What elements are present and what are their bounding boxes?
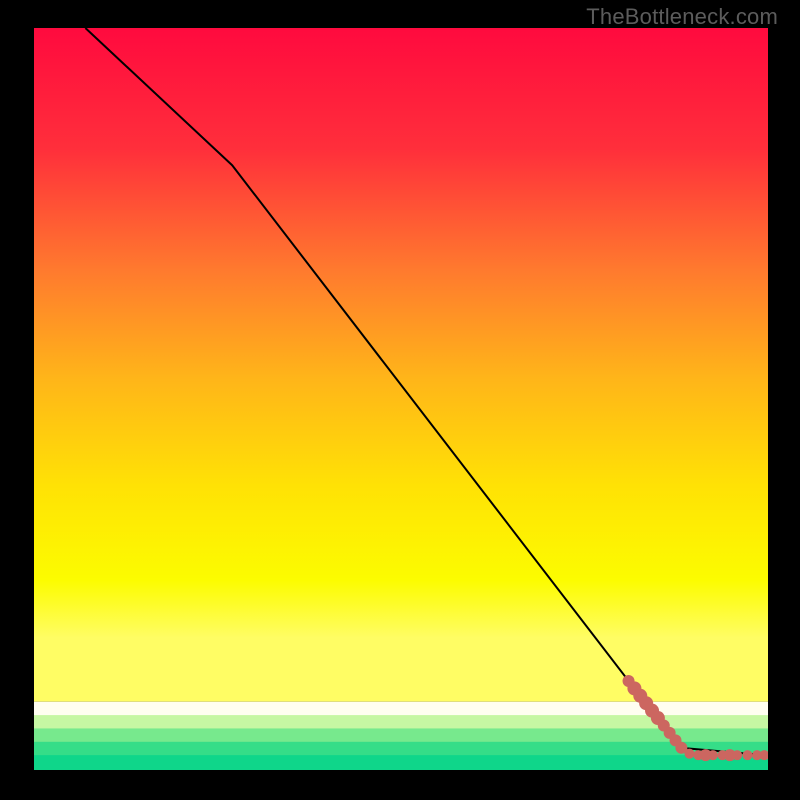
background-band xyxy=(34,742,768,756)
background-band xyxy=(34,755,768,770)
background-band xyxy=(34,728,768,742)
marker-point xyxy=(708,750,718,760)
gradient-background xyxy=(34,28,768,702)
plot-area xyxy=(34,28,768,770)
marker-point xyxy=(684,749,694,759)
marker-point xyxy=(732,750,742,760)
chart-svg xyxy=(34,28,768,770)
figure-root: TheBottleneck.com xyxy=(0,0,800,800)
watermark-text: TheBottleneck.com xyxy=(586,4,778,30)
marker-point xyxy=(742,750,752,760)
